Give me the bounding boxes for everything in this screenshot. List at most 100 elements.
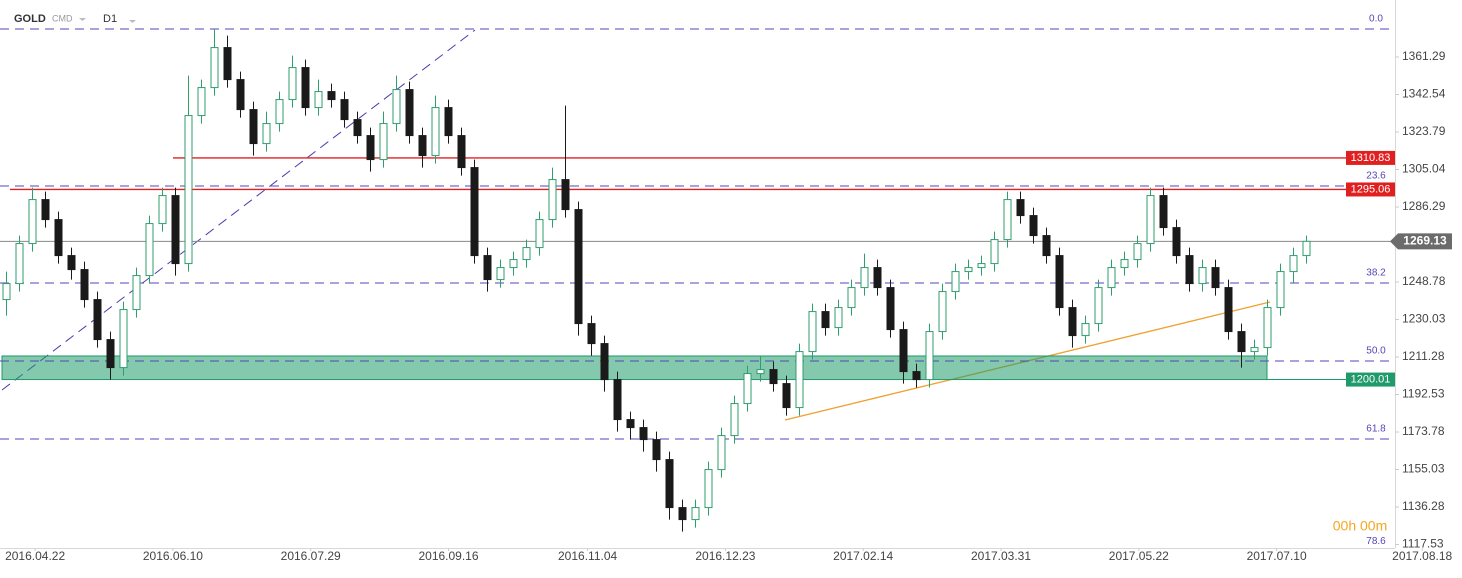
candle-body (1029, 215, 1038, 237)
candle-body (873, 267, 882, 289)
candle-body (2, 283, 11, 301)
candle-body (847, 287, 856, 309)
candle-body (1042, 235, 1051, 257)
candle-body (1263, 307, 1272, 349)
x-tick-label: 2017.02.14 (833, 549, 893, 563)
candle-body (795, 351, 804, 409)
candle-body (626, 419, 635, 429)
candle-body (483, 255, 492, 281)
fib-level-label: 38.2 (1366, 268, 1386, 279)
candle-body (340, 99, 349, 121)
candle-body (1003, 199, 1012, 241)
price-label: 1310.83 (1351, 152, 1391, 164)
x-tick-label: 2016.06.10 (143, 549, 203, 563)
fib-level-label: 50.0 (1366, 346, 1386, 357)
candle-body (1016, 199, 1025, 217)
fib-level-label: 61.8 (1366, 424, 1386, 435)
candle-body (756, 369, 765, 375)
candle-body (1211, 267, 1220, 289)
timer: 00h 00m (1333, 518, 1387, 534)
dropdown-icon[interactable] (79, 18, 86, 21)
candle-body (1289, 255, 1298, 273)
candle-body (1055, 255, 1064, 309)
candle-body (288, 67, 297, 101)
candle-body (886, 287, 895, 331)
candle-body (678, 507, 687, 521)
candle-body (158, 195, 167, 225)
candle-body (457, 135, 466, 169)
candle-body (1094, 287, 1103, 325)
candle-body (938, 291, 947, 333)
candle-body (366, 135, 375, 161)
candle-body (1081, 323, 1090, 337)
fib-level-label: 23.6 (1366, 171, 1386, 182)
candle-body (392, 89, 401, 125)
candle-body (15, 243, 24, 285)
candle-body (691, 507, 700, 521)
candle-body (925, 331, 934, 381)
x-tick-label: 2017.03.31 (971, 549, 1031, 563)
candle-body (587, 323, 596, 345)
candle-body (652, 439, 661, 461)
x-tick-label: 2016.12.23 (695, 549, 755, 563)
candle-body (1068, 307, 1077, 337)
candle-body (1224, 287, 1233, 333)
candle-body (80, 269, 89, 301)
candle-body (314, 91, 323, 109)
x-tick-label: 2016.04.22 (5, 549, 65, 563)
candle-body (1250, 347, 1259, 353)
candle-body (717, 435, 726, 471)
candle-body (1237, 331, 1246, 353)
last-price-tag (1390, 233, 1452, 250)
candle-body (353, 119, 362, 137)
candle-body (379, 123, 388, 161)
candle-body (769, 369, 778, 385)
y-tick-label: 1361.29 (1402, 49, 1446, 63)
x-tick-label: 2017.08.18 (1392, 549, 1452, 563)
x-tick-label: 2016.07.29 (281, 549, 341, 563)
y-tick-label: 1173.78 (1402, 424, 1445, 438)
market[interactable]: CMD (52, 13, 73, 23)
candle-body (860, 267, 869, 289)
y-tick-label: 1155.03 (1402, 462, 1445, 476)
candle-body (301, 67, 310, 109)
candle-body (522, 247, 531, 261)
candle-body (1120, 259, 1129, 269)
candle-body (1172, 227, 1181, 257)
support-zone (1, 355, 1268, 381)
x-tick-label: 2017.07.10 (1247, 549, 1307, 563)
price-label-box (1346, 150, 1395, 165)
candle-body (1302, 240, 1311, 257)
candle-body (730, 403, 739, 437)
candle-body (431, 107, 440, 157)
candle-body (535, 219, 544, 249)
candle-body (782, 383, 791, 409)
y-tick-label: 1248.78 (1402, 274, 1446, 288)
candle-body (145, 223, 154, 277)
candle-body (704, 469, 713, 509)
candle-body (1159, 195, 1168, 229)
candle-body (808, 311, 817, 353)
trend-line (1, 29, 476, 391)
candle-body (1185, 255, 1194, 285)
candle-body (834, 307, 843, 329)
y-tick-label: 1323.79 (1402, 124, 1446, 138)
candle-body (210, 47, 219, 89)
symbol[interactable]: GOLD (14, 13, 46, 25)
candle-body (561, 179, 570, 211)
dropdown-icon[interactable] (129, 20, 136, 23)
candle-body (470, 167, 479, 257)
fib-level-label: 78.6 (1366, 536, 1386, 547)
timeframe[interactable]: D1 (103, 13, 117, 25)
candle-body (249, 109, 258, 145)
candle-body (574, 209, 583, 325)
candle-body (197, 87, 206, 117)
x-tick-label: 2017.05.22 (1109, 549, 1169, 563)
candle-body (171, 195, 180, 265)
fib-level-label: 0.0 (1369, 14, 1383, 25)
candle-body (67, 255, 76, 271)
candle-body (54, 219, 63, 257)
